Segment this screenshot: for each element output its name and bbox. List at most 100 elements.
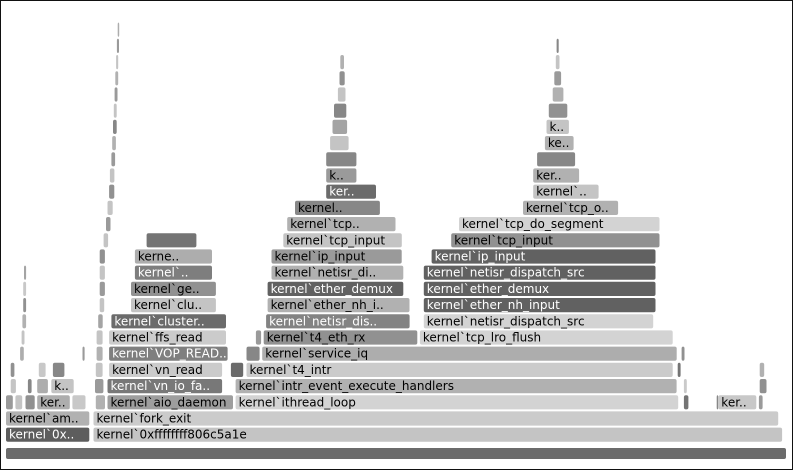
flame-frame[interactable]: kernel`netisr_dis.. <box>266 314 410 329</box>
flame-frame-rect[interactable] <box>334 103 347 118</box>
flame-frame-rect[interactable] <box>459 217 660 232</box>
flame-frame-rect[interactable] <box>107 395 234 410</box>
flame-frame[interactable]: kernel`netisr_dispatch_src <box>423 265 656 280</box>
flame-frame[interactable]: kernel`VOP_READ.. <box>109 346 228 361</box>
flame-frame[interactable] <box>326 152 357 167</box>
flame-frame[interactable]: kernel`.. <box>533 184 599 199</box>
flame-frame[interactable] <box>334 103 347 118</box>
flame-frame[interactable] <box>25 395 35 410</box>
flame-frame[interactable] <box>10 362 15 377</box>
flame-frame[interactable]: kernel`cluster.. <box>111 314 226 329</box>
flame-frame-rect[interactable] <box>555 55 560 70</box>
flame-frame-rect[interactable] <box>37 379 48 394</box>
flame-frame-rect[interactable] <box>230 362 244 377</box>
flame-frame[interactable] <box>113 119 117 134</box>
flame-frame[interactable] <box>330 136 349 151</box>
flame-frame-rect[interactable] <box>111 314 226 329</box>
flame-frame[interactable] <box>339 71 345 86</box>
flame-frame-rect[interactable] <box>267 281 404 296</box>
flame-frame[interactable] <box>98 314 103 329</box>
flame-frame[interactable]: kernel`0x.. <box>6 427 90 442</box>
flame-frame[interactable] <box>115 71 119 86</box>
flame-frame[interactable]: kernel`vn_io_fa.. <box>107 379 223 394</box>
flame-frame-rect[interactable] <box>271 265 404 280</box>
flame-frame[interactable] <box>109 168 115 183</box>
flame-frame[interactable] <box>555 55 560 70</box>
flame-frame-rect[interactable] <box>758 395 763 410</box>
flame-frame[interactable] <box>72 395 86 410</box>
flame-frame-rect[interactable] <box>246 362 673 377</box>
flame-frame[interactable]: kernel`service_iq <box>262 346 677 361</box>
flame-frame[interactable] <box>255 330 262 345</box>
flame-frame-rect[interactable] <box>332 119 348 134</box>
flame-frame-rect[interactable] <box>537 152 576 167</box>
flame-frame[interactable]: kernel`fork_exit <box>93 411 779 426</box>
flame-frame[interactable] <box>103 233 109 248</box>
flame-frame-rect[interactable] <box>554 71 562 86</box>
flame-frame[interactable] <box>22 314 27 329</box>
flame-frame[interactable] <box>114 87 118 102</box>
flame-frame-rect[interactable] <box>131 281 216 296</box>
flame-frame[interactable]: kernel`clu.. <box>131 298 216 313</box>
flame-frame[interactable] <box>554 71 562 86</box>
flame-frame-rect[interactable] <box>27 379 32 394</box>
flame-frame-rect[interactable] <box>52 362 65 377</box>
flame-frame-rect[interactable] <box>93 411 779 426</box>
flame-frame-rect[interactable] <box>113 103 117 118</box>
flame-frame-rect[interactable] <box>235 395 679 410</box>
flame-frame-rect[interactable] <box>98 314 103 329</box>
flame-frame[interactable] <box>109 184 115 199</box>
flame-frame[interactable]: ker.. <box>37 395 70 410</box>
flame-frame-rect[interactable] <box>109 168 115 183</box>
flame-frame-rect[interactable] <box>111 152 116 167</box>
flame-frame[interactable]: kernel`ether_demux <box>267 281 404 296</box>
flame-frame[interactable] <box>6 448 786 459</box>
flame-frame[interactable]: kernel`tcp_lro_flush <box>419 330 673 345</box>
flame-frame[interactable] <box>230 362 244 377</box>
flame-frame-rect[interactable] <box>340 55 344 70</box>
flame-frame[interactable] <box>758 395 763 410</box>
flame-frame[interactable]: kernel`am.. <box>6 411 90 426</box>
flame-frame[interactable]: kerne.. <box>134 249 212 264</box>
flame-frame[interactable] <box>332 119 348 134</box>
flame-frame-rect[interactable] <box>255 330 262 345</box>
flame-frame-rect[interactable] <box>759 379 767 394</box>
flame-frame[interactable]: kernel`ether_nh_i.. <box>267 298 410 313</box>
flame-frame-rect[interactable] <box>15 395 23 410</box>
flame-frame-rect[interactable] <box>271 249 402 264</box>
flame-frame-rect[interactable] <box>24 265 27 280</box>
flame-frame-rect[interactable] <box>419 330 673 345</box>
flame-frame-rect[interactable] <box>326 152 357 167</box>
flame-frame[interactable] <box>23 298 27 313</box>
flame-frame-rect[interactable] <box>326 168 357 183</box>
flame-frame-rect[interactable] <box>99 265 105 280</box>
flame-frame[interactable] <box>37 379 48 394</box>
flame-frame[interactable] <box>246 346 260 361</box>
flame-frame-rect[interactable] <box>523 200 619 215</box>
flame-frame-rect[interactable] <box>115 71 119 86</box>
flame-frame-rect[interactable] <box>109 362 223 377</box>
flame-frame[interactable] <box>716 395 719 410</box>
flame-frame-rect[interactable] <box>533 168 580 183</box>
flame-frame-rect[interactable] <box>556 38 559 53</box>
flame-frame-rect[interactable] <box>6 411 90 426</box>
flame-frame[interactable]: ke.. <box>544 136 574 151</box>
flame-frame-rect[interactable] <box>6 395 13 410</box>
flame-frame-rect[interactable] <box>451 233 660 248</box>
flame-frame-rect[interactable] <box>99 281 105 296</box>
flame-frame[interactable]: kernel`vn_read <box>109 362 223 377</box>
flame-frame[interactable] <box>552 87 564 102</box>
flame-frame[interactable] <box>10 379 16 394</box>
flame-frame-rect[interactable] <box>106 217 111 232</box>
flame-frame[interactable] <box>23 281 27 296</box>
flame-frame-rect[interactable] <box>246 346 260 361</box>
flame-frame-rect[interactable] <box>21 330 25 345</box>
flame-frame[interactable] <box>113 103 117 118</box>
flame-frame-rect[interactable] <box>330 136 349 151</box>
flame-frame[interactable]: kernel`0xffffffff806c5a1e <box>93 427 783 442</box>
flame-frame-rect[interactable] <box>266 314 410 329</box>
flame-frame-rect[interactable] <box>295 200 380 215</box>
flame-frame-rect[interactable] <box>235 379 677 394</box>
flame-frame[interactable] <box>337 87 346 102</box>
flame-frame[interactable] <box>99 281 105 296</box>
